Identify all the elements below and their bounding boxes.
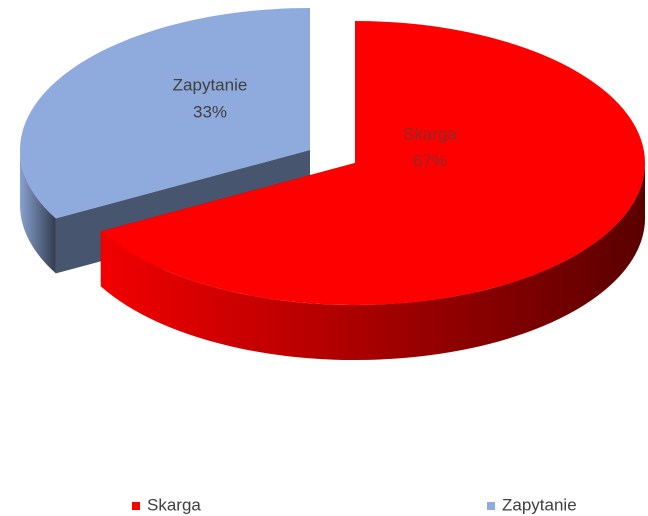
legend-label: Zapytanie (502, 495, 577, 514)
slice-top (100, 21, 645, 305)
slice-wall-shade (20, 150, 56, 274)
data-label-value: 33% (193, 102, 227, 121)
slice-wall-shade (100, 163, 646, 361)
slice (100, 21, 646, 361)
slice-top (19, 8, 311, 219)
data-label-category: Zapytanie (173, 75, 248, 94)
data-label-value: 67% (413, 151, 447, 170)
legend-marker (132, 502, 140, 510)
legend-label: Skarga (147, 495, 201, 514)
legend-marker (487, 502, 495, 510)
data-label-category: Skarga (403, 124, 457, 143)
